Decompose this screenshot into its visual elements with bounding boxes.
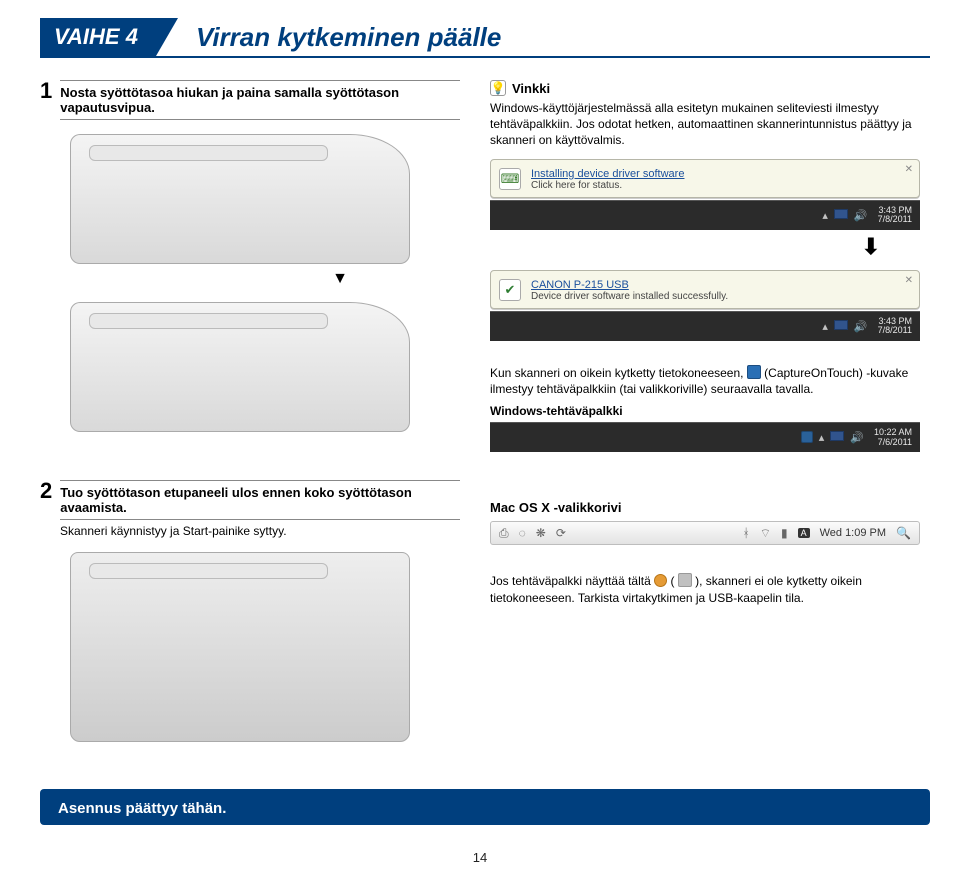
tray-date-2: 7/8/2011 [878,326,912,335]
down-arrow-icon: ⬇ [490,234,920,260]
bluetooth-icon: ᚼ [742,526,749,540]
mac-circle-icon: ◌ [519,526,526,540]
windows-tray-2: ▴🔊 3:43 PM7/8/2011 [490,311,920,341]
connected-pre: Kun skanneri on oikein kytketty tietokon… [490,366,747,380]
tray-date: 7/8/2011 [878,215,912,224]
hint-label: Vinkki [512,81,550,96]
battery-icon: ▮ [781,526,788,540]
toast-subtitle-2: Device driver software installed success… [531,291,909,302]
mac-elephant-icon: ❋ [536,526,546,540]
toast-title-2: CANON P-215 USB [531,279,909,291]
success-device-icon: ✔ [499,279,521,301]
trouble-pre: Jos tehtäväpalkki näyttää tältä [490,574,654,588]
close-icon: ✕ [905,164,913,175]
tray-date-3: 7/6/2011 [874,438,912,447]
toast-success: ✔ ✕ CANON P-215 USB Device driver softwa… [490,270,920,309]
page-title: Virran kytkeminen päälle [196,22,501,53]
tray-chevron-icon: ▴ [819,431,825,444]
speaker-icon: 🔊 [854,320,868,333]
mac-menubar: ⎙ ◌ ❋ ⟳ ᚼ ⌔ ▮ A Wed 1:09 PM 🔍 [490,521,920,545]
scanner-illustration-open [70,552,410,742]
tray-chevron-icon: ▴ [822,209,828,222]
flag-icon [834,209,848,219]
speaker-icon: 🔊 [850,431,864,444]
scanner-illustration-half [70,302,410,432]
disabled-tray-icon [678,573,692,587]
tray-chevron-icon: ▴ [822,320,828,333]
toast-title: Installing device driver software [531,168,909,180]
spotlight-icon: 🔍 [896,526,911,540]
mac-sync-icon: ⟳ [556,526,566,540]
flag-icon [834,320,848,330]
speaker-icon: 🔊 [854,209,868,222]
warning-tray-icon [654,574,667,587]
windows-tray-3: ▴🔊 10:22 AM7/6/2011 [490,422,920,452]
down-triangle-icon: ▼ [220,270,460,288]
step-badge: VAIHE 4 [40,18,156,56]
captureontouch-icon [747,365,761,379]
trouble-mid: ( [670,574,677,588]
troubleshoot-text: Jos tehtäväpalkki näyttää tältä ( ), ska… [490,573,920,607]
windows-taskbar-label: Windows-tehtäväpalkki [490,404,920,418]
toast-subtitle: Click here for status. [531,180,909,191]
instruction-2: Tuo syöttötason etupaneeli ulos ennen ko… [60,480,460,520]
lightbulb-icon: 💡 [490,80,506,96]
step-number-2: 2 [40,480,52,502]
toast-installing: ⌨ ✕ Installing device driver software Cl… [490,159,920,198]
wifi-icon: ⌔ [760,526,771,541]
scanner-illustration-closed [70,134,410,264]
footer-text: Asennus päättyy tähän. [58,800,226,817]
mac-time: Wed 1:09 PM [820,527,886,539]
mac-scan-icon: ⎙ [499,526,509,541]
step-number-1: 1 [40,80,52,102]
hint-text: Windows-käyttöjärjestelmässä alla esitet… [490,100,920,149]
windows-tray-1: ▴🔊 3:43 PM7/8/2011 [490,200,920,230]
flag-icon [830,431,844,441]
instruction-1: Nosta syöttötasoa hiukan ja paina samall… [60,80,460,120]
connected-text: Kun skanneri on oikein kytketty tietokon… [490,365,920,399]
mac-menubar-label: Mac OS X -valikkorivi [490,500,920,515]
captureontouch-tray-icon [801,431,813,443]
header-rule [40,56,930,58]
device-icon: ⌨ [499,168,521,190]
close-icon: ✕ [905,275,913,286]
input-icon: A [798,528,810,538]
instruction-2-sub: Skanneri käynnistyy ja Start-painike syt… [60,524,460,538]
page-number: 14 [0,850,960,865]
